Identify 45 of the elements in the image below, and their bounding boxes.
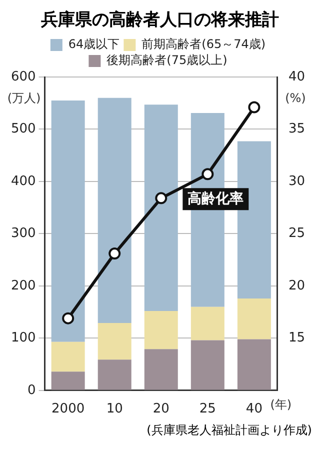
y2-tick-label: 35 <box>288 122 306 137</box>
bar <box>144 104 178 312</box>
y-tick-label: 500 <box>10 122 36 137</box>
bar <box>98 98 132 324</box>
bar <box>144 349 178 390</box>
y-tick-label: 300 <box>10 226 36 242</box>
bar <box>98 323 132 360</box>
point <box>202 168 214 180</box>
y2-tick-label: 20 <box>288 278 306 294</box>
y-tick-label: 600 <box>10 69 36 84</box>
x-tick-label: 10 <box>106 402 123 417</box>
y2-tick-label: 15 <box>288 330 306 346</box>
point <box>62 312 74 324</box>
bar <box>237 298 271 340</box>
y-tick-label: 200 <box>10 278 36 294</box>
y2-tick-label: 25 <box>288 226 306 242</box>
y-tick-label: 0 <box>28 382 36 398</box>
y-tick-label: 100 <box>10 330 36 346</box>
point <box>248 101 260 114</box>
legend-label: 64歳以下 <box>68 37 120 52</box>
legend-label: 後期高齢者(75歳以上) <box>106 53 228 68</box>
series-label: 高齢化率 <box>188 190 244 207</box>
y2-tick-label: 30 <box>288 174 306 189</box>
bar <box>51 342 85 372</box>
y2-tick-label: 40 <box>288 69 306 84</box>
bar <box>190 306 224 340</box>
x-tick-label: 25 <box>199 402 216 417</box>
bar <box>51 100 85 342</box>
bar <box>237 339 271 390</box>
x-tick-label: 2000 <box>52 402 85 417</box>
y-axis-title: (万人) <box>7 91 41 106</box>
y2-axis-title: (%) <box>285 91 306 106</box>
point <box>155 192 168 204</box>
bar <box>98 360 132 390</box>
x-tick-label: 20 <box>152 402 170 417</box>
legend-label: 前期高齢者(65～74歳) <box>142 37 266 52</box>
y-tick-label: 400 <box>10 174 36 189</box>
x-axis-title: (年) <box>270 398 292 412</box>
bar <box>190 340 224 390</box>
point <box>108 248 121 260</box>
x-tick-label: 40 <box>246 402 262 417</box>
bar <box>144 311 178 350</box>
chart-title: 兵庫県の高齢者人口の将来推計 <box>40 9 280 31</box>
text: (兵庫県老人福祉計画より作成) <box>146 422 312 439</box>
bar <box>51 372 85 390</box>
